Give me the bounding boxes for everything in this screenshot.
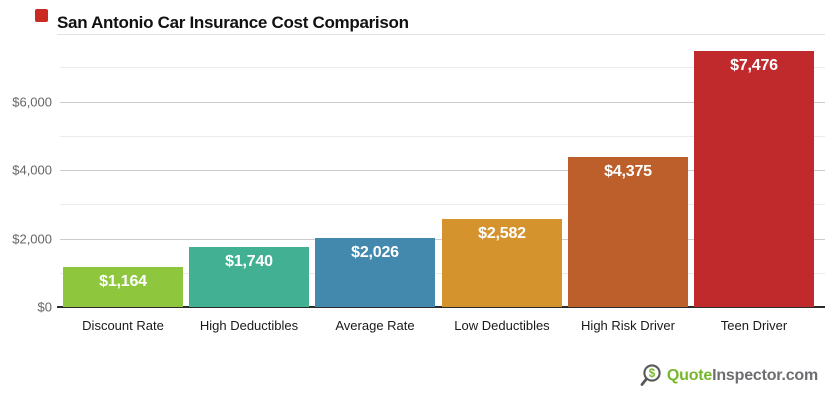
y-axis-label: $6,000 [12,94,52,110]
minor-gridline [60,204,825,205]
svg-text:$: $ [649,368,656,380]
red-square-marker [35,9,48,22]
bar-teen-driver[interactable]: $7,476 [694,51,814,307]
bar-high-risk-driver[interactable]: $4,375 [568,157,688,307]
watermark-text: QuoteInspector.com [667,367,818,385]
bar-average-rate[interactable]: $2,026 [315,238,435,307]
x-axis-label: Teen Driver [720,318,788,333]
watermark-quote: Quote [666,366,713,384]
y-axis-label: $0 [37,299,52,315]
title-underline [57,34,825,35]
minor-gridline [60,136,825,137]
x-axis-label: High Risk Driver [581,318,675,333]
minor-gridline [60,67,825,68]
watermark-logo[interactable]: $ QuoteInspector.com [639,363,818,388]
bar-value-label: $2,582 [478,225,526,242]
y-axis-label: $4,000 [12,162,52,178]
chart-title: San Antonio Car Insurance Cost Compariso… [57,13,409,32]
x-axis-label: Low Deductibles [454,318,550,333]
bar-value-label: $1,740 [225,253,273,270]
bar-value-label: $2,026 [351,244,399,261]
major-gridline [60,102,825,103]
y-axis-label: $2,000 [12,231,52,247]
x-axis-label: Average Rate [335,318,415,333]
bar-low-deductibles[interactable]: $2,582 [442,219,562,307]
bar-discount-rate[interactable]: $1,164 [63,267,183,307]
bar-high-deductibles[interactable]: $1,740 [189,247,309,307]
x-axis-line [57,306,825,308]
bar-value-label: $1,164 [99,273,147,290]
watermark-inspector: Inspector.com [712,366,818,384]
magnifier-dollar-icon: $ [639,363,662,388]
major-gridline [60,170,825,171]
x-axis-label: Discount Rate [82,318,164,333]
bar-value-label: $4,375 [604,163,652,180]
bar-value-label: $7,476 [730,57,778,74]
x-axis-label: High Deductibles [199,318,299,333]
